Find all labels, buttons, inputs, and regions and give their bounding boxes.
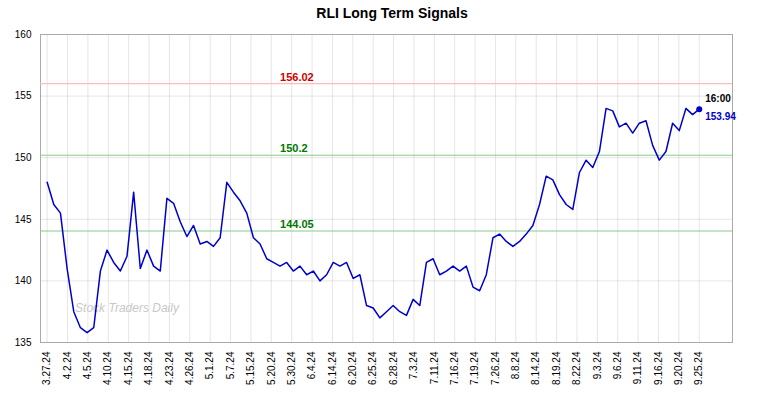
svg-text:140: 140: [15, 275, 32, 286]
svg-text:150: 150: [15, 152, 32, 163]
svg-text:4.15.24: 4.15.24: [123, 351, 134, 385]
svg-text:9.16.24: 9.16.24: [653, 351, 664, 385]
svg-text:8.14.24: 8.14.24: [530, 351, 541, 385]
svg-text:5.20.24: 5.20.24: [266, 351, 277, 385]
svg-text:3.27.24: 3.27.24: [41, 351, 52, 385]
svg-text:7.3.24: 7.3.24: [408, 351, 419, 379]
svg-text:7.16.24: 7.16.24: [449, 351, 460, 385]
svg-text:Stock Traders Daily: Stock Traders Daily: [75, 301, 180, 315]
svg-text:6.4.24: 6.4.24: [306, 351, 317, 379]
svg-text:4.18.24: 4.18.24: [143, 351, 154, 385]
svg-text:5.15.24: 5.15.24: [245, 351, 256, 385]
svg-text:155: 155: [15, 90, 32, 101]
svg-text:6.20.24: 6.20.24: [347, 351, 358, 385]
svg-text:153.94: 153.94: [705, 111, 736, 122]
html-text:RLI Long Term Signals: RLI Long Term Signals: [316, 5, 468, 21]
svg-text:8.8.24: 8.8.24: [510, 351, 521, 379]
svg-text:9.6.24: 9.6.24: [612, 351, 623, 379]
svg-text:16:00: 16:00: [705, 93, 731, 104]
svg-text:150.2: 150.2: [280, 142, 308, 154]
svg-text:9.3.24: 9.3.24: [592, 351, 603, 379]
svg-text:9.20.24: 9.20.24: [673, 351, 684, 385]
svg-text:4.2.24: 4.2.24: [62, 351, 73, 379]
svg-text:7.19.24: 7.19.24: [469, 351, 480, 385]
svg-text:156.02: 156.02: [280, 71, 314, 83]
svg-text:8.22.24: 8.22.24: [571, 351, 582, 385]
svg-text:4.26.24: 4.26.24: [184, 351, 195, 385]
svg-text:7.11.24: 7.11.24: [429, 351, 440, 384]
svg-text:5.7.24: 5.7.24: [225, 351, 236, 379]
svg-text:4.23.24: 4.23.24: [164, 351, 175, 385]
svg-text:6.28.24: 6.28.24: [388, 351, 399, 385]
svg-text:7.26.24: 7.26.24: [490, 351, 501, 385]
svg-text:5.1.24: 5.1.24: [204, 351, 215, 379]
svg-text:4.5.24: 4.5.24: [82, 351, 93, 379]
svg-text:4.10.24: 4.10.24: [102, 351, 113, 385]
svg-text:6.25.24: 6.25.24: [367, 351, 378, 385]
svg-text:9.11.24: 9.11.24: [632, 351, 643, 384]
svg-text:5.30.24: 5.30.24: [286, 351, 297, 385]
svg-text:145: 145: [15, 214, 32, 225]
svg-text:160: 160: [15, 29, 32, 40]
svg-text:144.05: 144.05: [280, 218, 314, 230]
svg-text:6.14.24: 6.14.24: [327, 351, 338, 385]
svg-text:135: 135: [15, 337, 32, 348]
svg-text:9.25.24: 9.25.24: [693, 351, 704, 385]
svg-text:8.19.24: 8.19.24: [551, 351, 562, 385]
